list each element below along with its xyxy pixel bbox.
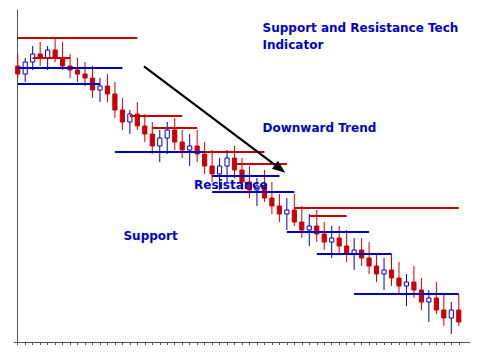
svg-text:Indicator: Indicator (263, 38, 324, 52)
svg-text:Support: Support (123, 229, 178, 243)
svg-text:Support and Resistance Tech: Support and Resistance Tech (263, 21, 459, 35)
svg-text:Downward Trend: Downward Trend (263, 121, 377, 135)
svg-text:Resistance: Resistance (194, 178, 267, 192)
